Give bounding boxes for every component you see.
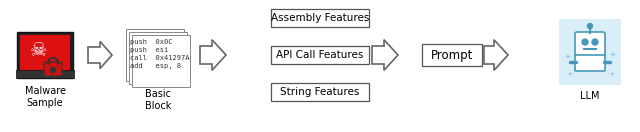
FancyBboxPatch shape: [559, 19, 621, 85]
FancyBboxPatch shape: [575, 55, 605, 71]
Text: ✦: ✦: [610, 52, 616, 58]
Text: ✦: ✦: [610, 72, 614, 77]
Text: Assembly Features: Assembly Features: [271, 13, 369, 23]
Circle shape: [582, 39, 588, 45]
Text: Malware
Sample: Malware Sample: [24, 86, 65, 108]
Polygon shape: [372, 40, 398, 70]
FancyBboxPatch shape: [422, 44, 482, 66]
Text: push  esi: push esi: [130, 47, 168, 53]
Polygon shape: [200, 40, 226, 70]
Text: ✦: ✦: [565, 54, 571, 60]
FancyBboxPatch shape: [132, 35, 190, 87]
Circle shape: [592, 39, 598, 45]
FancyBboxPatch shape: [20, 35, 70, 72]
Text: Prompt: Prompt: [431, 48, 473, 62]
Circle shape: [588, 23, 593, 29]
Polygon shape: [484, 40, 508, 70]
Text: API Call Features: API Call Features: [276, 50, 364, 60]
Text: ☠: ☠: [30, 41, 48, 60]
FancyBboxPatch shape: [575, 32, 605, 56]
FancyBboxPatch shape: [44, 62, 62, 76]
FancyBboxPatch shape: [17, 32, 73, 78]
FancyBboxPatch shape: [16, 70, 74, 78]
Polygon shape: [88, 41, 112, 69]
Text: LLM: LLM: [580, 91, 600, 101]
Text: push  0x0C: push 0x0C: [130, 39, 173, 45]
FancyBboxPatch shape: [271, 46, 369, 64]
FancyBboxPatch shape: [126, 29, 184, 81]
Circle shape: [51, 67, 56, 72]
FancyBboxPatch shape: [129, 32, 187, 84]
Text: Basic
Block: Basic Block: [145, 89, 171, 111]
Text: String Features: String Features: [280, 87, 360, 97]
FancyBboxPatch shape: [271, 83, 369, 101]
Text: ✦: ✦: [568, 72, 572, 77]
Text: add   esp, 8: add esp, 8: [130, 63, 181, 69]
Text: call  0x41297A: call 0x41297A: [130, 55, 189, 61]
FancyBboxPatch shape: [271, 9, 369, 27]
